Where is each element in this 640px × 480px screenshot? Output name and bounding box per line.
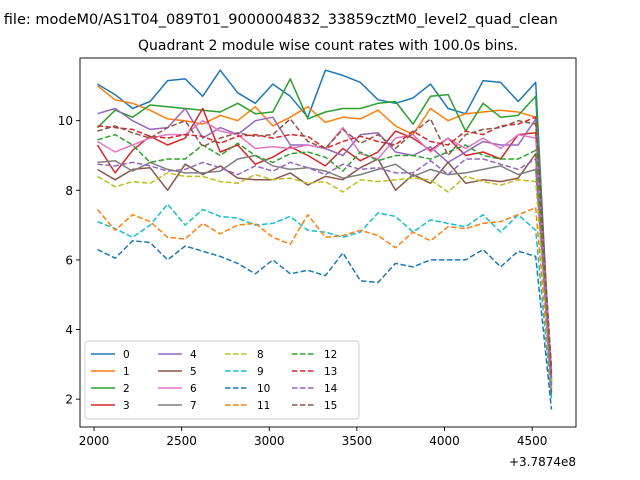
legend-label-15: 15 bbox=[324, 400, 337, 412]
x-tick-label: 4500 bbox=[517, 434, 548, 448]
x-axis-offset-label: +3.7874e8 bbox=[509, 455, 576, 469]
series-line-3 bbox=[96, 107, 553, 379]
series-line-0 bbox=[97, 69, 553, 393]
legend-label-8: 8 bbox=[257, 349, 264, 361]
x-tick-label: 3000 bbox=[254, 434, 285, 448]
series-line-2 bbox=[96, 78, 553, 386]
legend-label-3: 3 bbox=[123, 400, 130, 412]
series-line-9 bbox=[97, 203, 553, 400]
series-line-11 bbox=[96, 206, 553, 389]
legend-label-2: 2 bbox=[123, 383, 130, 395]
series-line-8 bbox=[97, 172, 553, 382]
series-line-7 bbox=[97, 154, 553, 382]
series-line-15 bbox=[97, 118, 553, 368]
legend-label-9: 9 bbox=[257, 366, 264, 378]
y-tick-label: 2 bbox=[65, 393, 73, 407]
legend-label-1: 1 bbox=[123, 366, 130, 378]
y-tick-label: 6 bbox=[65, 253, 73, 267]
x-tick-label: 2000 bbox=[79, 434, 110, 448]
series-line-12 bbox=[97, 133, 553, 379]
legend-label-0: 0 bbox=[123, 349, 130, 361]
x-tick-label: 4000 bbox=[429, 434, 460, 448]
legend-label-6: 6 bbox=[190, 383, 197, 395]
y-tick-label: 8 bbox=[65, 184, 73, 198]
legend-label-5: 5 bbox=[190, 366, 197, 378]
series-line-13 bbox=[97, 116, 553, 375]
legend-label-13: 13 bbox=[324, 366, 337, 378]
y-tick-label: 4 bbox=[65, 323, 73, 337]
legend-box bbox=[84, 340, 360, 420]
series-line-14 bbox=[97, 158, 553, 386]
series-line-10 bbox=[97, 240, 553, 410]
legend-label-4: 4 bbox=[190, 349, 197, 361]
figure-suptitle: n file: modeM0/AS1T04_089T01_9000004832_… bbox=[0, 12, 558, 28]
legend-label-10: 10 bbox=[257, 383, 270, 395]
x-tick-label: 2500 bbox=[166, 434, 197, 448]
legend-label-12: 12 bbox=[324, 349, 337, 361]
legend-label-11: 11 bbox=[257, 400, 270, 412]
chart-title: Quadrant 2 module wise count rates with … bbox=[138, 38, 518, 54]
x-tick-label: 3500 bbox=[342, 434, 373, 448]
legend-label-7: 7 bbox=[190, 400, 197, 412]
y-tick-label: 10 bbox=[58, 114, 73, 128]
legend-label-14: 14 bbox=[324, 383, 338, 395]
axes-frame bbox=[79, 57, 577, 428]
series-line-5 bbox=[97, 152, 553, 396]
series-layer bbox=[96, 69, 553, 410]
